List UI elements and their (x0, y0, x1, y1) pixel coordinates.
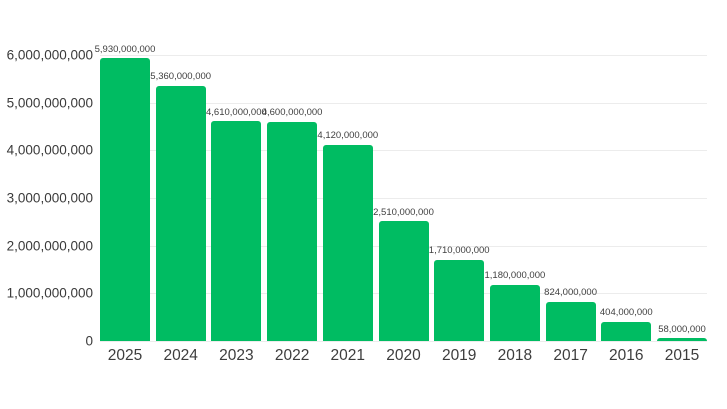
bar-2025[interactable] (100, 58, 150, 341)
bar-value-label: 5,930,000,000 (94, 43, 156, 55)
x-axis-label: 2025 (107, 347, 143, 364)
bar-column-2016: 404,000,000 2016 (599, 55, 653, 363)
grid-line (100, 198, 707, 199)
bar-2024[interactable] (155, 85, 206, 341)
grid-line (100, 341, 707, 342)
bar-value-label: 5,360,000,000 (150, 71, 212, 82)
bar-value-label: 58,000,000 (658, 323, 706, 335)
y-axis-tick-label: 0 (85, 333, 93, 349)
bar-column-2015: 58,000,000 2015 (657, 55, 707, 363)
grid-line (100, 102, 707, 104)
bar-column-2023: 4,610,000,000 2023 (206, 55, 267, 363)
bar-value-label: 824,000,000 (544, 287, 598, 299)
bar-2016[interactable] (601, 321, 652, 341)
x-axis-label: 2018 (497, 347, 533, 364)
bar-value-label: 2,510,000,000 (373, 206, 434, 218)
bar-value-label: 1,710,000,000 (428, 245, 490, 256)
y-axis-tick-label: 6,000,000,000 (6, 47, 93, 63)
y-axis-tick-label: 1,000,000,000 (6, 285, 93, 301)
bar-column-2022: 4,600,000,000 2022 (262, 55, 323, 363)
bar-2017[interactable] (545, 301, 596, 341)
bar-value-label: 4,120,000,000 (317, 130, 379, 142)
x-axis-label: 2023 (219, 347, 254, 364)
bar-column-2018: 1,180,000,000 2018 (485, 55, 546, 363)
x-axis-label: 2020 (386, 347, 421, 364)
y-axis-tick-label: 3,000,000,000 (6, 190, 93, 206)
bar-column-2025: 5,930,000,000 2025 (95, 45, 156, 363)
x-axis-label: 2021 (330, 347, 366, 364)
bar-column-2017: 824,000,000 2017 (544, 55, 598, 363)
bar-2021[interactable] (322, 144, 373, 341)
bar-2019[interactable] (434, 259, 485, 341)
x-axis-label: 2019 (441, 347, 477, 364)
y-axis: 6,000,000,000 5,000,000,000 4,000,000,000 3… (0, 48, 93, 347)
bar-2022[interactable] (267, 121, 318, 341)
bar-column-2020: 2,510,000,000 2020 (373, 55, 434, 363)
x-axis-label: 2017 (553, 347, 588, 364)
bar-2015[interactable] (657, 338, 707, 341)
x-axis-label: 2022 (274, 347, 310, 364)
plot-area: 5,930,000,000 2025 5,360,000,000 2024 4,610,… (95, 45, 707, 363)
bar-2020[interactable] (378, 221, 429, 341)
x-axis-label: 2015 (664, 347, 700, 364)
bar-column-2024: 5,360,000,000 2024 (150, 55, 211, 363)
grid-line (100, 55, 707, 56)
bar-column-2021: 4,120,000,000 2021 (317, 55, 378, 363)
bar-2023[interactable] (211, 121, 262, 341)
grid-line (100, 150, 707, 152)
bar-value-label: 404,000,000 (599, 307, 653, 319)
bar-value-label: 4,600,000,000 (261, 107, 323, 119)
x-axis-label: 2024 (163, 347, 198, 364)
bar-value-label: 4,610,000,000 (206, 106, 267, 118)
bar-2018[interactable] (489, 284, 540, 341)
bar-column-2019: 1,710,000,000 2019 (429, 55, 490, 363)
bar-value-label: 1,180,000,000 (484, 270, 546, 282)
y-axis-tick-label: 4,000,000,000 (6, 142, 93, 158)
y-axis-tick-label: 5,000,000,000 (6, 94, 93, 110)
y-axis-tick-label: 2,000,000,000 (6, 237, 93, 253)
x-axis-label: 2016 (609, 347, 644, 364)
